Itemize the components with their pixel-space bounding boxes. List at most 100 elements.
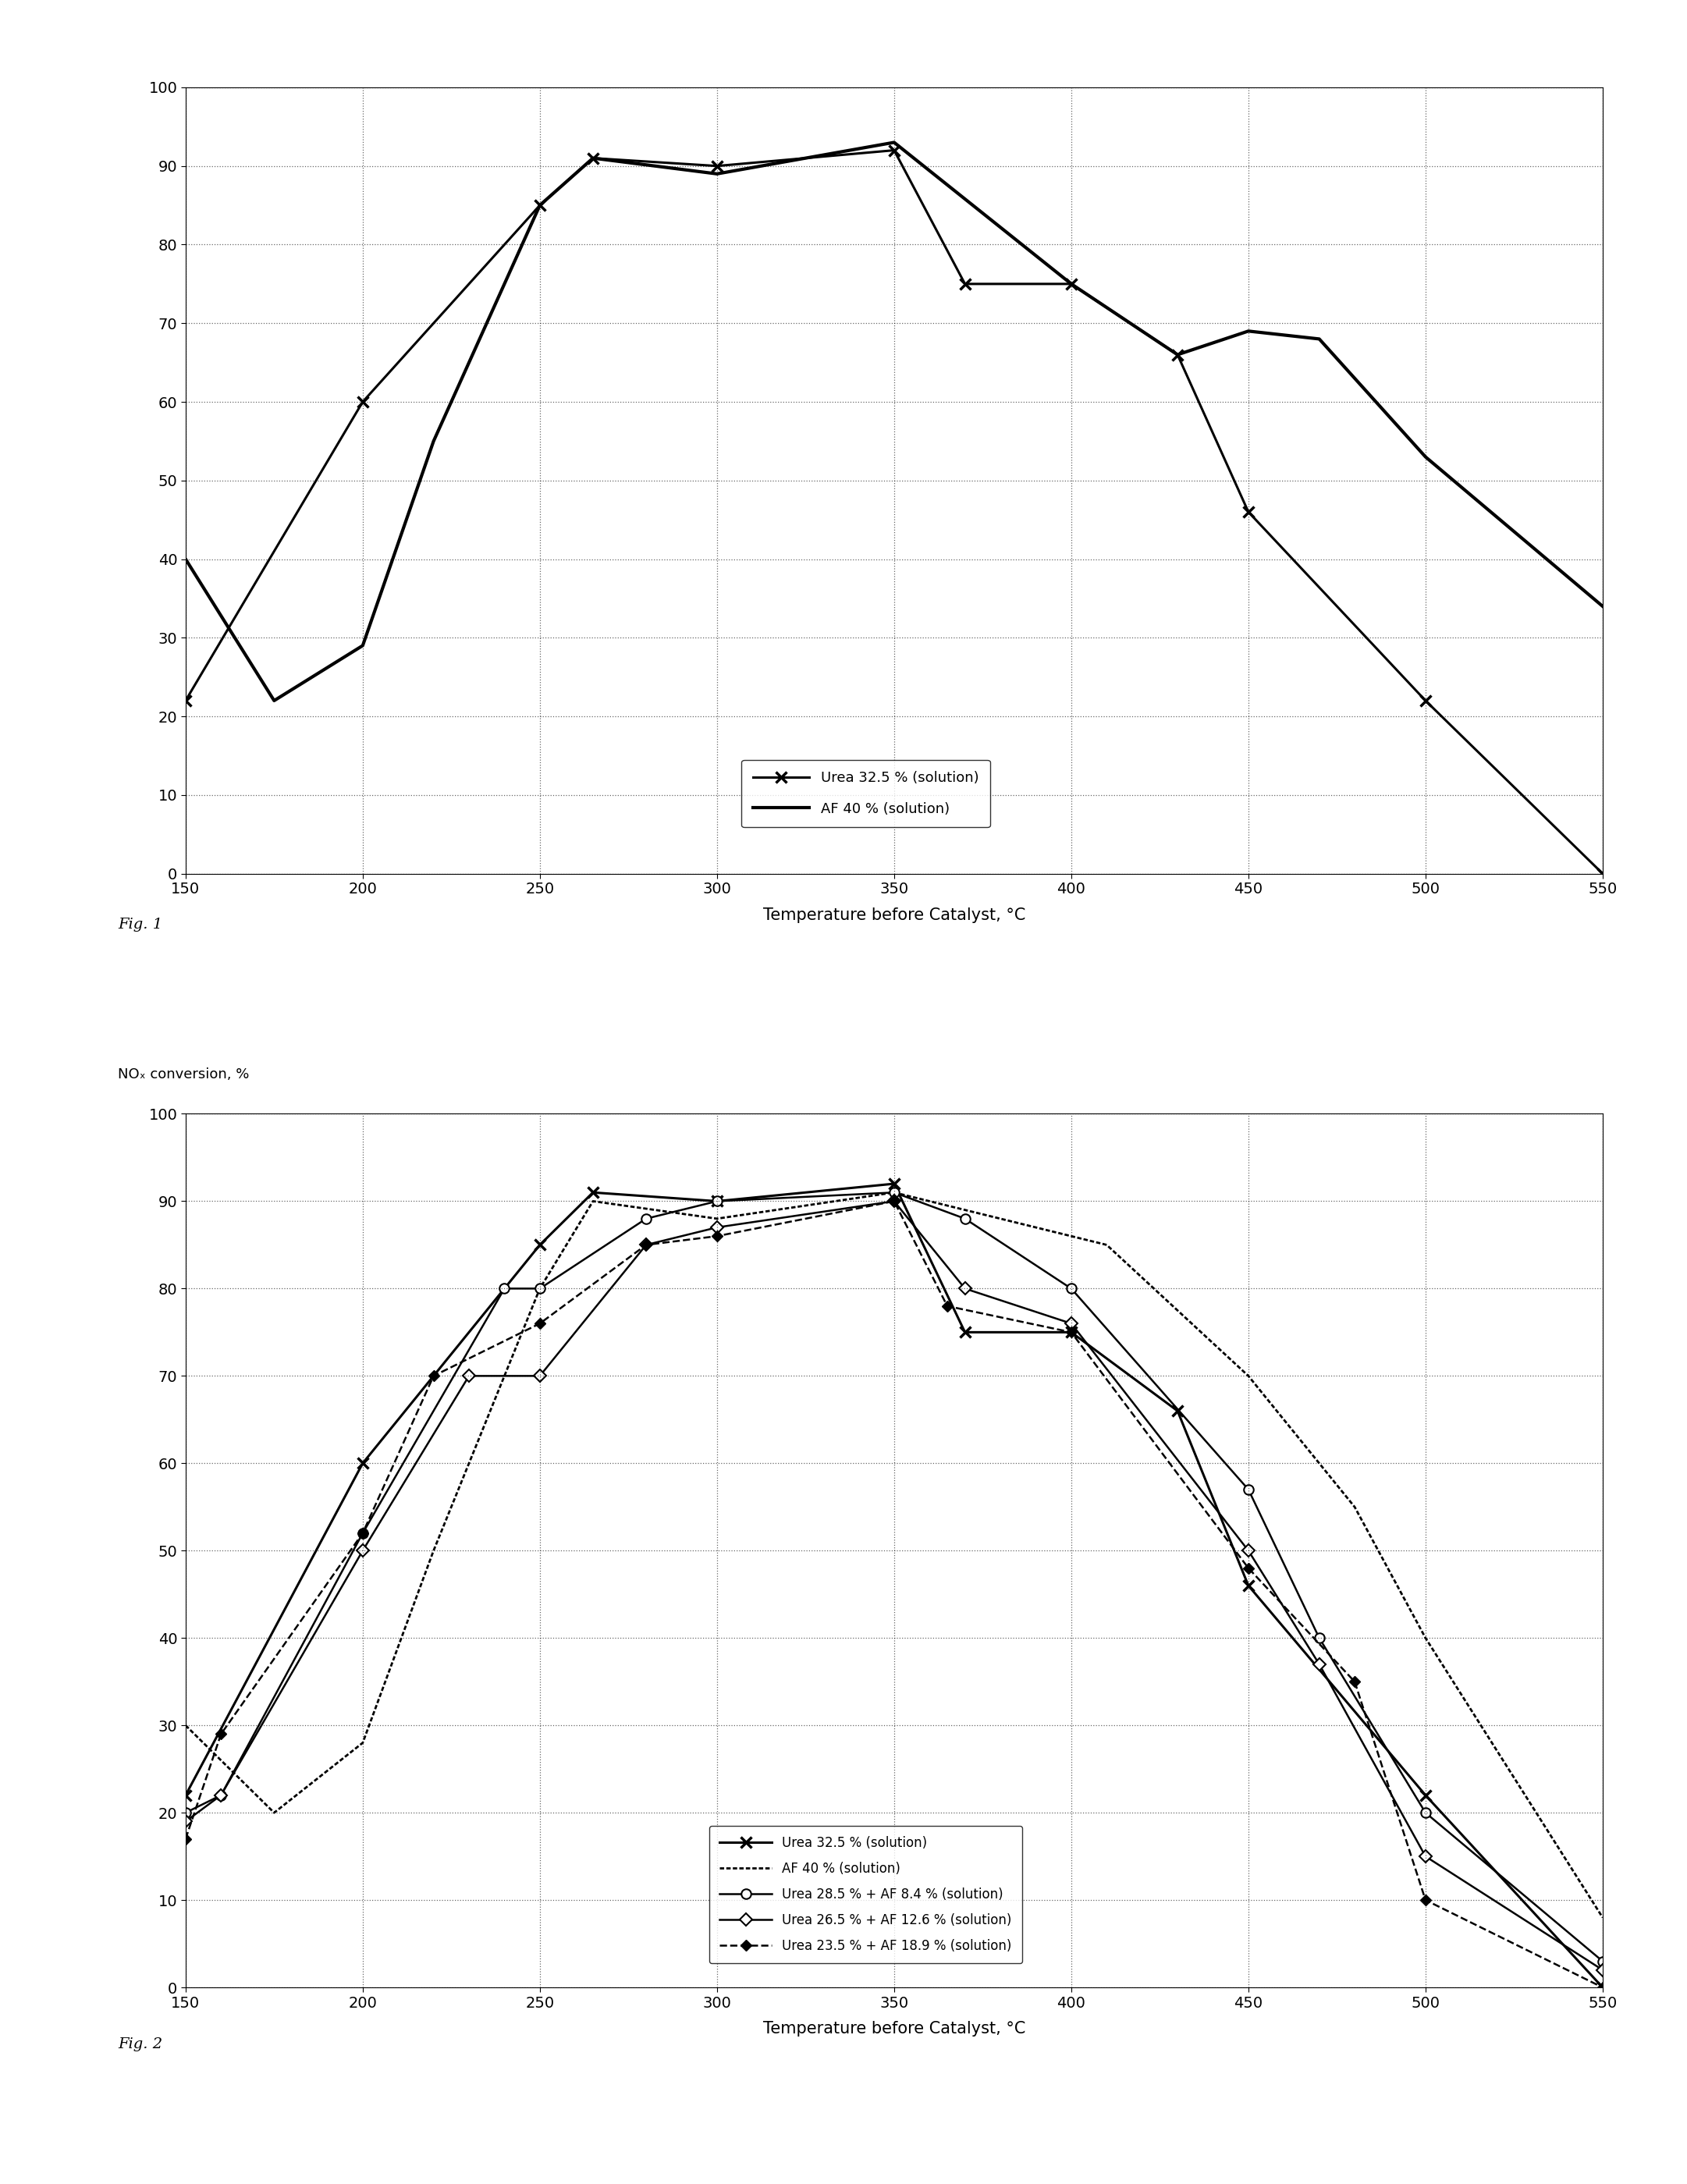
Urea 28.5 % + AF 8.4 % (solution) (1309, 1625, 1329, 1651)
Text: Fig. 2: Fig. 2 (118, 2038, 162, 2051)
AF 40 % (solution) (263, 1800, 283, 1826)
Line: Urea 26.5 % + AF 12.6 % (solution): Urea 26.5 % + AF 12.6 % (solution) (181, 1197, 1608, 1974)
AF 40 % (solution) (584, 144, 604, 170)
Urea 32.5 % (solution) (1061, 1319, 1081, 1345)
Urea 32.5 % (solution) (1238, 498, 1259, 524)
Urea 28.5 % + AF 8.4 % (solution) (1061, 1275, 1081, 1302)
Urea 32.5 % (solution) (1238, 1572, 1259, 1599)
Urea 26.5 % + AF 12.6 % (solution) (707, 1214, 727, 1241)
Urea 32.5 % (solution) (1415, 688, 1436, 714)
AF 40 % (solution) (1345, 1494, 1365, 1520)
Urea 23.5 % + AF 18.9 % (solution) (1415, 1887, 1436, 1913)
Line: Urea 28.5 % + AF 8.4 % (solution): Urea 28.5 % + AF 8.4 % (solution) (181, 1188, 1608, 1966)
Urea 28.5 % + AF 8.4 % (solution) (1415, 1800, 1436, 1826)
Urea 32.5 % (solution) (707, 1188, 727, 1214)
Urea 23.5 % + AF 18.9 % (solution) (1345, 1669, 1365, 1695)
Line: AF 40 % (solution): AF 40 % (solution) (186, 142, 1603, 701)
Urea 32.5 % (solution) (1593, 1974, 1613, 2001)
AF 40 % (solution) (990, 1206, 1011, 1232)
Urea 32.5 % (solution) (1167, 341, 1188, 367)
Urea 32.5 % (solution) (1415, 1782, 1436, 1808)
Urea 32.5 % (solution) (884, 138, 904, 164)
X-axis label: Temperature before Catalyst, °C: Temperature before Catalyst, °C (763, 906, 1026, 924)
Urea 28.5 % + AF 8.4 % (solution) (707, 1188, 727, 1214)
Urea 28.5 % + AF 8.4 % (solution) (353, 1520, 373, 1546)
AF 40 % (solution) (1593, 594, 1613, 620)
Urea 28.5 % + AF 8.4 % (solution) (884, 1179, 904, 1206)
Urea 32.5 % (solution) (530, 192, 550, 218)
Urea 26.5 % + AF 12.6 % (solution) (175, 1808, 196, 1835)
Urea 32.5 % (solution) (1167, 1398, 1188, 1424)
Urea 26.5 % + AF 12.6 % (solution) (211, 1782, 231, 1808)
Urea 28.5 % + AF 8.4 % (solution) (211, 1782, 231, 1808)
Urea 28.5 % + AF 8.4 % (solution) (494, 1275, 515, 1302)
Urea 28.5 % + AF 8.4 % (solution) (636, 1206, 656, 1232)
AF 40 % (solution) (584, 1188, 604, 1214)
Urea 26.5 % + AF 12.6 % (solution) (1238, 1538, 1259, 1564)
Urea 23.5 % + AF 18.9 % (solution) (353, 1520, 373, 1546)
Urea 32.5 % (solution) (584, 1179, 604, 1206)
AF 40 % (solution) (1593, 1904, 1613, 1931)
AF 40 % (solution) (1309, 325, 1329, 352)
AF 40 % (solution) (530, 1275, 550, 1302)
Urea 32.5 % (solution) (530, 1232, 550, 1258)
Urea 26.5 % + AF 12.6 % (solution) (636, 1232, 656, 1258)
AF 40 % (solution) (1097, 1232, 1117, 1258)
Urea 23.5 % + AF 18.9 % (solution) (938, 1293, 958, 1319)
AF 40 % (solution) (1167, 341, 1188, 367)
Urea 23.5 % + AF 18.9 % (solution) (530, 1310, 550, 1337)
AF 40 % (solution) (423, 1538, 444, 1564)
AF 40 % (solution) (263, 688, 283, 714)
Urea 32.5 % (solution) (884, 1171, 904, 1197)
Urea 23.5 % + AF 18.9 % (solution) (211, 1721, 231, 1747)
Urea 23.5 % + AF 18.9 % (solution) (1238, 1555, 1259, 1581)
Urea 23.5 % + AF 18.9 % (solution) (884, 1188, 904, 1214)
AF 40 % (solution) (1061, 271, 1081, 297)
Urea 32.5 % (solution) (707, 153, 727, 179)
AF 40 % (solution) (1415, 1625, 1436, 1651)
AF 40 % (solution) (707, 162, 727, 188)
Urea 32.5 % (solution) (955, 1319, 975, 1345)
Urea 26.5 % + AF 12.6 % (solution) (1061, 1310, 1081, 1337)
Urea 26.5 % + AF 12.6 % (solution) (884, 1188, 904, 1214)
Urea 26.5 % + AF 12.6 % (solution) (1309, 1651, 1329, 1677)
Urea 32.5 % (solution) (353, 389, 373, 415)
Urea 32.5 % (solution) (1593, 860, 1613, 887)
AF 40 % (solution) (530, 192, 550, 218)
Urea 32.5 % (solution) (955, 271, 975, 297)
AF 40 % (solution) (175, 546, 196, 572)
Urea 26.5 % + AF 12.6 % (solution) (1415, 1843, 1436, 1870)
AF 40 % (solution) (707, 1206, 727, 1232)
Line: Urea 23.5 % + AF 18.9 % (solution): Urea 23.5 % + AF 18.9 % (solution) (182, 1197, 1606, 1992)
Urea 23.5 % + AF 18.9 % (solution) (423, 1363, 444, 1389)
Urea 26.5 % + AF 12.6 % (solution) (353, 1538, 373, 1564)
AF 40 % (solution) (1238, 319, 1259, 345)
Urea 32.5 % (solution) (175, 1782, 196, 1808)
AF 40 % (solution) (884, 1179, 904, 1206)
Urea 26.5 % + AF 12.6 % (solution) (955, 1275, 975, 1302)
Legend: Urea 32.5 % (solution), AF 40 % (solution): Urea 32.5 % (solution), AF 40 % (solutio… (742, 760, 990, 828)
AF 40 % (solution) (353, 633, 373, 660)
Urea 26.5 % + AF 12.6 % (solution) (1593, 1957, 1613, 1983)
Line: Urea 32.5 % (solution): Urea 32.5 % (solution) (181, 1179, 1608, 1992)
Line: AF 40 % (solution): AF 40 % (solution) (186, 1192, 1603, 1918)
Legend: Urea 32.5 % (solution), AF 40 % (solution), Urea 28.5 % + AF 8.4 % (solution), U: Urea 32.5 % (solution), AF 40 % (solutio… (709, 1826, 1022, 1963)
X-axis label: Temperature before Catalyst, °C: Temperature before Catalyst, °C (763, 2020, 1026, 2038)
AF 40 % (solution) (1238, 1363, 1259, 1389)
Urea 26.5 % + AF 12.6 % (solution) (530, 1363, 550, 1389)
Urea 23.5 % + AF 18.9 % (solution) (175, 1826, 196, 1852)
Urea 23.5 % + AF 18.9 % (solution) (1593, 1974, 1613, 2001)
Urea 28.5 % + AF 8.4 % (solution) (955, 1206, 975, 1232)
Urea 28.5 % + AF 8.4 % (solution) (1593, 1948, 1613, 1974)
Line: Urea 32.5 % (solution): Urea 32.5 % (solution) (181, 144, 1608, 878)
Urea 23.5 % + AF 18.9 % (solution) (636, 1232, 656, 1258)
AF 40 % (solution) (175, 1712, 196, 1738)
Urea 32.5 % (solution) (353, 1450, 373, 1476)
Urea 23.5 % + AF 18.9 % (solution) (707, 1223, 727, 1249)
AF 40 % (solution) (423, 428, 444, 454)
Text: NOₓ conversion, %: NOₓ conversion, % (118, 1068, 250, 1081)
AF 40 % (solution) (353, 1730, 373, 1756)
Urea 28.5 % + AF 8.4 % (solution) (530, 1275, 550, 1302)
Urea 28.5 % + AF 8.4 % (solution) (1238, 1476, 1259, 1503)
Urea 28.5 % + AF 8.4 % (solution) (175, 1800, 196, 1826)
